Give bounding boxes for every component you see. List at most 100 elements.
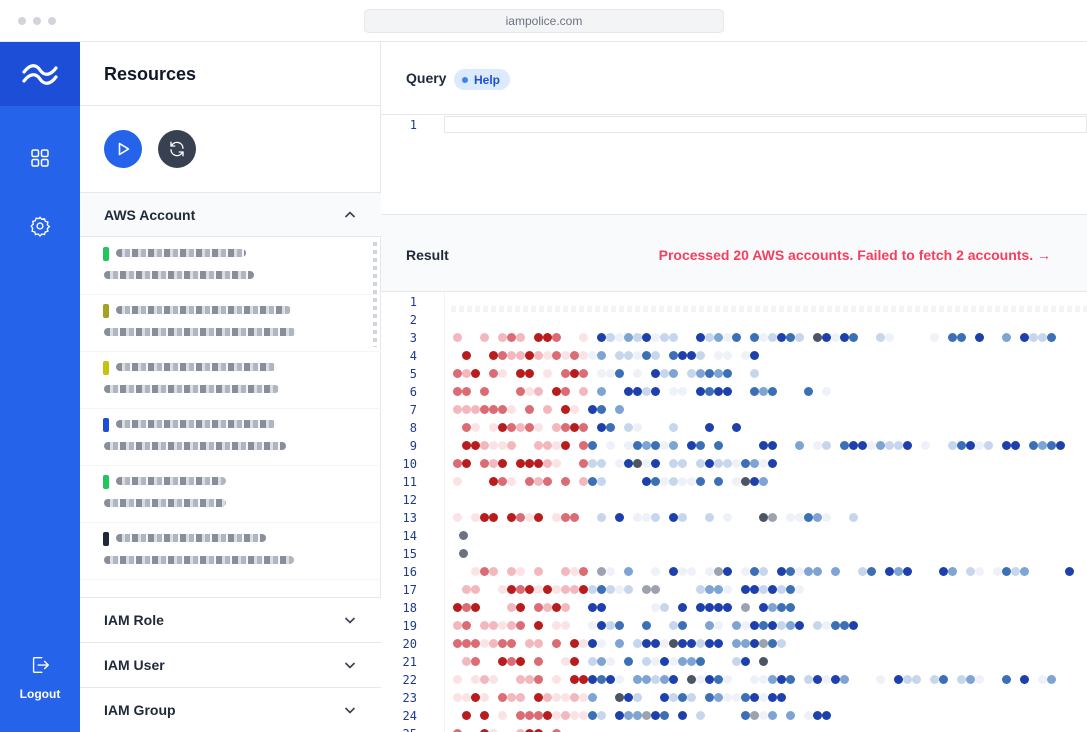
redacted-glyph [579,459,588,468]
grid-icon[interactable] [26,144,54,172]
redacted-text [104,442,286,450]
redacted-glyph [759,513,768,522]
list-item[interactable] [80,409,381,466]
redacted-glyph [480,513,489,522]
redacted-glyph [552,351,561,360]
section-label: IAM User [104,657,165,673]
redacted-glyph [660,441,669,450]
redacted-glyph [759,603,768,612]
redacted-glyph [1038,675,1047,684]
list-item[interactable] [80,466,381,523]
redacted-glyph [957,441,966,450]
section-iam-user[interactable]: IAM User [80,642,381,687]
redacted-glyph [687,351,696,360]
redacted-glyph [498,351,507,360]
redacted-glyph [570,657,579,666]
redacted-glyph [678,639,687,648]
refresh-button[interactable] [158,130,196,168]
redacted-glyph [597,675,606,684]
redacted-glyph [579,675,588,684]
window-dot[interactable] [33,17,41,25]
redacted-glyph [498,405,507,414]
redacted-glyph [498,459,507,468]
redacted-glyph [930,675,939,684]
list-item[interactable] [80,523,381,580]
redacted-glyph [489,459,498,468]
redacted-glyph [642,477,651,486]
redacted-glyph [786,567,795,576]
redacted-glyph [696,711,705,720]
redacted-glyph [543,693,552,702]
redacted-glyph [615,693,624,702]
redacted-glyph [849,441,858,450]
redacted-glyph [660,693,669,702]
line-number: 20 [402,637,417,651]
section-aws-account[interactable]: AWS Account [80,192,381,237]
redacted-glyph [561,441,570,450]
redacted-glyph [849,621,858,630]
redacted-glyph [696,333,705,342]
error-status-link[interactable]: Processed 20 AWS accounts. Failed to fet… [658,247,1051,263]
scrollbar[interactable] [373,242,377,347]
redacted-glyph [930,333,939,342]
redacted-glyph [669,477,678,486]
line-number: 15 [402,547,417,561]
redacted-glyph [552,513,561,522]
section-iam-group[interactable]: IAM Group [80,687,381,732]
app-logo[interactable] [0,42,80,106]
section-iam-role[interactable]: IAM Role [80,597,381,642]
redacted-glyph [471,657,480,666]
active-line[interactable] [444,116,1087,133]
redacted-glyph [669,459,678,468]
redacted-text [116,420,276,428]
redacted-glyph [507,693,516,702]
result-output[interactable]: 1234567891011121314151617181920212223242… [381,292,1087,732]
redacted-glyph [525,423,534,432]
redacted-glyph [651,333,660,342]
window-dot[interactable] [48,17,56,25]
list-item[interactable] [80,352,381,409]
list-item[interactable] [80,238,381,295]
redacted-glyph [534,387,543,396]
redacted-glyph [453,369,462,378]
redacted-glyph [948,333,957,342]
redacted-glyph [624,711,633,720]
chevron-down-icon [344,707,356,714]
redacted-glyph [624,459,633,468]
redacted-glyph [750,387,759,396]
gear-icon[interactable] [26,212,54,240]
redacted-glyph [606,657,615,666]
redacted-glyph [705,333,714,342]
redacted-glyph [822,621,831,630]
redacted-glyph [687,675,696,684]
query-editor[interactable]: 1 [381,115,1087,214]
redacted-glyph [579,693,588,702]
redacted-glyph [849,513,858,522]
redacted-glyph [462,441,471,450]
account-tag [103,475,109,489]
result-header: Result Processed 20 AWS accounts. Failed… [381,214,1087,292]
list-item[interactable] [80,295,381,352]
redacted-glyph [921,441,930,450]
window-dot[interactable] [18,17,26,25]
redacted-glyph [615,351,624,360]
redacted-glyph [534,333,543,342]
redacted-glyph [696,603,705,612]
redacted-glyph [768,513,777,522]
redacted-glyph [624,567,633,576]
url-bar[interactable]: iampolice.com [364,9,724,33]
run-query-button[interactable] [104,130,142,168]
redacted-glyph [570,369,579,378]
resources-sidebar: Resources AWS Account [80,42,381,732]
redacted-glyph [768,585,777,594]
help-button[interactable]: Help [454,69,511,90]
logout-button[interactable]: Logout [0,654,80,701]
redacted-glyph [831,333,840,342]
redacted-glyph [786,333,795,342]
redacted-glyph [687,477,696,486]
redacted-glyph [660,675,669,684]
redacted-glyph [1002,441,1011,450]
redacted-glyph [1011,567,1020,576]
line-number: 5 [409,367,417,381]
line-number: 3 [409,331,417,345]
